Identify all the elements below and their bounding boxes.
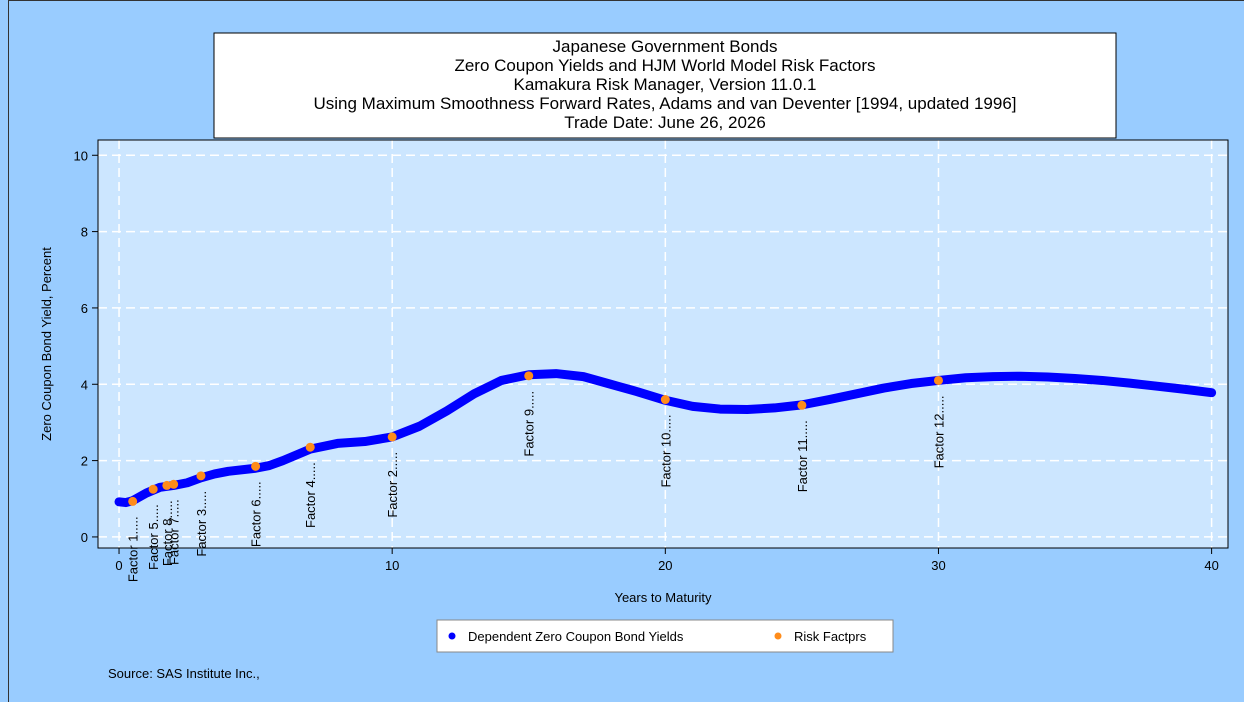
chart-title-line: Using Maximum Smoothness Forward Rates, … — [313, 94, 1016, 113]
risk-factor-point — [162, 480, 172, 490]
risk-factor-point — [148, 484, 158, 494]
legend-label: Dependent Zero Coupon Bond Yields — [468, 629, 684, 644]
risk-factor-label: Factor 7..... — [167, 499, 182, 565]
chart-title-line: Zero Coupon Yields and HJM World Model R… — [454, 56, 875, 75]
risk-factor-label: Factor 8..... — [160, 500, 175, 566]
yield-curve-points — [114, 369, 1217, 508]
risk-factor-point — [660, 395, 670, 405]
risk-factor-label: Factor 4..... — [303, 462, 318, 528]
y-tick-label: 6 — [81, 301, 88, 316]
legend-label: Risk Factprs — [794, 629, 867, 644]
y-tick-label: 8 — [81, 225, 88, 240]
risk-factor-label: Factor 1..... — [126, 516, 141, 582]
source-note: Source: SAS Institute Inc., — [108, 666, 260, 681]
y-tick-label: 2 — [81, 454, 88, 469]
plot-area — [98, 140, 1228, 548]
risk-factor-point — [169, 479, 179, 489]
risk-factor-label: Factor 11..... — [795, 420, 810, 492]
title-box — [213, 32, 1117, 139]
risk-factor-point — [797, 400, 807, 410]
y-tick-label: 0 — [81, 530, 88, 545]
risk-factor-label: Factor 12..... — [931, 395, 946, 468]
risk-factor-label: Factor 2..... — [385, 452, 400, 518]
chart-title-line: Japanese Government Bonds — [553, 37, 778, 56]
legend-marker — [448, 632, 456, 640]
risk-factor-point — [128, 496, 138, 506]
y-axis-label: Zero Coupon Bond Yield, Percent — [39, 247, 54, 441]
chart-title-line: Kamakura Risk Manager, Version 11.0.1 — [513, 75, 816, 94]
risk-factor-label: Factor 10..... — [658, 415, 673, 488]
x-tick-label: 0 — [115, 558, 122, 573]
x-axis-label: Years to Maturity — [614, 590, 712, 605]
x-tick-label: 40 — [1204, 558, 1218, 573]
y-tick-label: 4 — [81, 377, 88, 392]
plot-frame — [97, 139, 1229, 549]
x-tick-label: 10 — [385, 558, 399, 573]
chart-title-line: Trade Date: June 26, 2026 — [564, 113, 766, 132]
x-tick-label: 20 — [658, 558, 672, 573]
risk-factor-point — [387, 432, 397, 442]
risk-factor-label: Factor 6..... — [249, 481, 264, 547]
risk-factor-label: Factor 3..... — [194, 491, 209, 557]
risk-factor-label: Factor 9..... — [522, 391, 537, 457]
legend-box — [436, 619, 894, 653]
risk-factor-point — [524, 371, 534, 381]
x-tick-label: 30 — [931, 558, 945, 573]
y-tick-label: 10 — [74, 148, 88, 163]
risk-factor-point — [305, 442, 315, 452]
risk-factor-point — [251, 461, 261, 471]
risk-factor-point — [933, 375, 943, 385]
risk-factor-point — [196, 471, 206, 481]
legend-marker — [774, 632, 782, 640]
risk-factor-label: Factor 5..... — [146, 504, 161, 570]
